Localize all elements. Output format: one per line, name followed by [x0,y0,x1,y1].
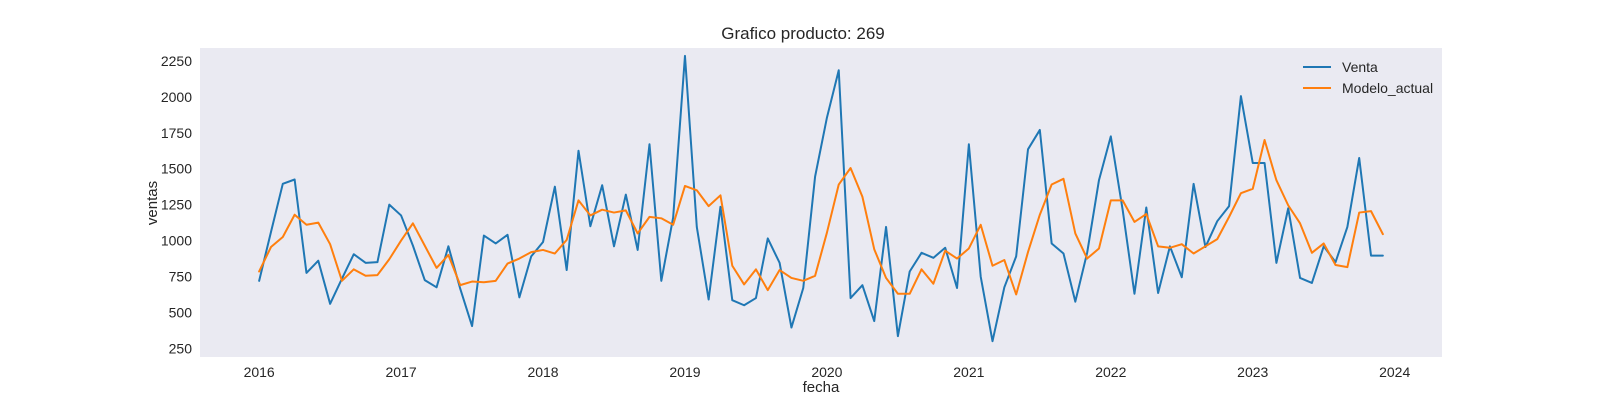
x-tick-label: 2022 [1095,364,1126,380]
series-line-venta [258,54,1384,343]
y-tick-label: 2250 [161,53,192,69]
y-tick-label: 1500 [161,161,192,177]
x-tick-label: 2016 [244,364,275,380]
x-tick-label: 2018 [527,364,558,380]
x-axis-ticks: 2016 2017 2018 2019 2020 2021 2022 2023 2024 [244,364,1411,380]
x-tick-label: 2024 [1379,364,1410,380]
y-tick-label: 750 [169,269,193,285]
y-tick-label: 500 [169,304,193,320]
legend: Venta Modelo_actual [1303,59,1433,96]
x-axis-label: fecha [803,379,840,396]
y-axis-ticks: 250 500 750 1000 1250 1500 1750 2000 2250 [161,53,192,356]
x-tick-label: 2021 [953,364,984,380]
series-lines [258,54,1384,343]
y-tick-label: 1000 [161,233,192,249]
legend-label: Modelo_actual [1342,80,1433,96]
y-tick-label: 2000 [161,89,192,105]
chart-title: Grafico producto: 269 [721,24,884,43]
y-tick-label: 250 [169,340,193,356]
x-tick-label: 2020 [811,364,842,380]
x-tick-label: 2019 [669,364,700,380]
y-tick-label: 1750 [161,125,192,141]
y-tick-label: 1250 [161,197,192,213]
series-line-modelo-actual [258,138,1384,296]
legend-label: Venta [1342,59,1378,75]
plot-area [200,48,1442,357]
x-tick-label: 2017 [386,364,417,380]
y-axis-label: ventas [144,181,161,225]
x-tick-label: 2023 [1237,364,1268,380]
